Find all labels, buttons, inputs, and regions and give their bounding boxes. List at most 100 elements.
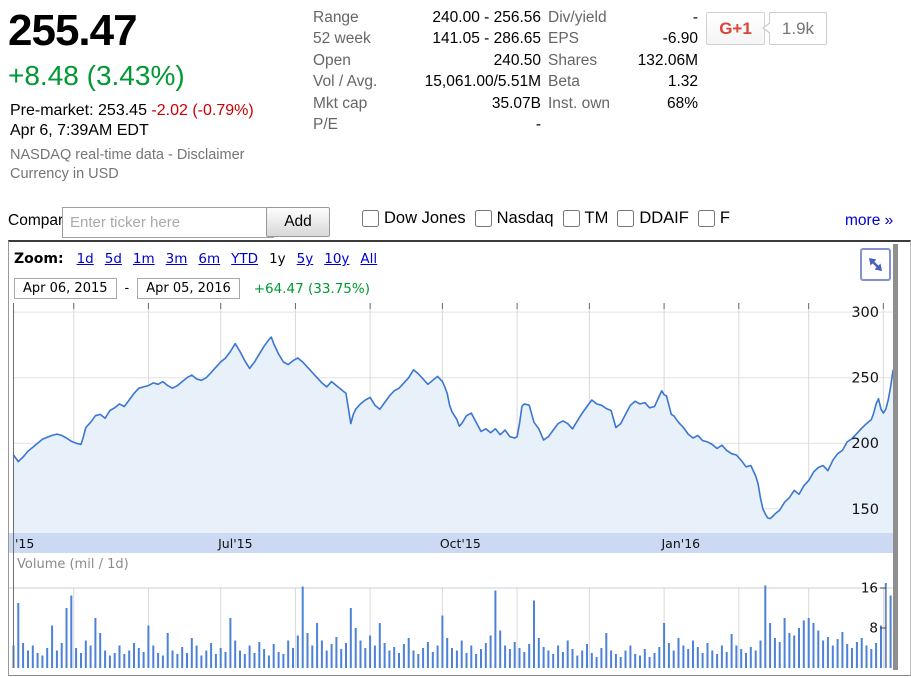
stat-row-volume: Vol / Avg. 15,061.00/5.51M bbox=[313, 72, 541, 94]
stat-row-shares: Shares 132.06M bbox=[548, 50, 698, 72]
stat-label: Beta bbox=[548, 73, 580, 91]
checkbox-label: Dow Jones bbox=[384, 209, 466, 227]
svg-text:Jul'15: Jul'15 bbox=[217, 536, 252, 551]
svg-text:16: 16 bbox=[861, 581, 878, 597]
source-text: NASDAQ real-time data - bbox=[10, 147, 177, 163]
ddaif-checkbox[interactable] bbox=[617, 210, 635, 227]
chart-vertical-scrollbar[interactable] bbox=[893, 244, 898, 670]
compare-option-tm[interactable]: TM bbox=[562, 209, 609, 228]
f-checkbox[interactable] bbox=[697, 210, 715, 227]
zoom-range-5y[interactable]: 5y bbox=[296, 251, 314, 267]
svg-text:200: 200 bbox=[851, 436, 879, 452]
price-change: +8.48 (3.43%) bbox=[8, 60, 185, 91]
svg-text:150: 150 bbox=[851, 502, 879, 518]
svg-text:300: 300 bbox=[851, 305, 879, 321]
stat-value: 68% bbox=[666, 94, 698, 112]
more-link[interactable]: more » bbox=[845, 212, 894, 229]
data-source-note: NASDAQ real-time data - Disclaimer bbox=[10, 147, 244, 163]
stat-row-divyield: Div/yield - bbox=[548, 7, 698, 29]
checkbox-label: Nasdaq bbox=[496, 209, 554, 227]
zoom-range-all[interactable]: All bbox=[360, 251, 378, 267]
stat-value: 132.06M bbox=[637, 51, 698, 69]
stat-label: Inst. own bbox=[548, 94, 611, 112]
stat-value: 15,061.00/5.51M bbox=[424, 73, 541, 91]
stat-label: Range bbox=[313, 8, 359, 26]
disclaimer-link[interactable]: Disclaimer bbox=[176, 147, 245, 163]
stat-row-eps: EPS -6.90 bbox=[548, 29, 698, 51]
compare-option-dow-jones[interactable]: Dow Jones bbox=[362, 209, 466, 228]
stat-value: - bbox=[535, 116, 541, 134]
period-change: +64.47 (33.75%) bbox=[253, 280, 370, 297]
nasdaq-checkbox[interactable] bbox=[474, 210, 492, 227]
stat-label: Open bbox=[313, 51, 351, 69]
stat-value: 240.50 bbox=[493, 51, 541, 69]
stat-value: 240.00 - 256.56 bbox=[432, 8, 541, 26]
stat-value: -6.90 bbox=[662, 30, 698, 48]
stat-row-mktcap: Mkt cap 35.07B bbox=[313, 93, 541, 115]
tm-checkbox[interactable] bbox=[562, 210, 580, 227]
resize-chart-button[interactable] bbox=[860, 248, 891, 281]
price-volume-chart[interactable]: '15 Jul'15 Oct'15 Jan'16 150 200 250 300 8 16 bbox=[9, 301, 908, 671]
compare-bar: Compare: Add Dow Jones Nasdaq TM DDAIF F… bbox=[0, 205, 911, 240]
zoom-range-1m[interactable]: 1m bbox=[132, 251, 155, 267]
quote-datetime: Apr 6, 7:39AM EDT bbox=[10, 122, 149, 139]
date-range-controls: Apr 06, 2015 - Apr 05, 2016 +64.47 (33.7… bbox=[14, 278, 370, 299]
premarket-change: -2.02 (-0.79%) bbox=[151, 102, 254, 119]
zoom-range-6m[interactable]: 6m bbox=[198, 251, 221, 267]
zoom-range-10y[interactable]: 10y bbox=[324, 251, 350, 267]
svg-text:Oct'15: Oct'15 bbox=[440, 536, 481, 551]
zoom-range-1y-selected[interactable]: 1y bbox=[269, 251, 286, 267]
stat-value: - bbox=[692, 8, 698, 26]
stat-row-range: Range 240.00 - 256.56 bbox=[313, 7, 541, 29]
stat-row-instown: Inst. own 68% bbox=[548, 93, 698, 115]
stat-row-pe: P/E - bbox=[313, 115, 541, 137]
zoom-range-3m[interactable]: 3m bbox=[165, 251, 188, 267]
stat-label: Shares bbox=[548, 51, 598, 69]
gplus-label: G+1 bbox=[719, 18, 752, 38]
compare-label: Compare: bbox=[8, 212, 77, 229]
compare-option-ddaif[interactable]: DDAIF bbox=[617, 209, 689, 228]
svg-text:'15: '15 bbox=[15, 536, 34, 551]
dow-jones-checkbox[interactable] bbox=[362, 210, 379, 227]
bubble-tail-icon bbox=[764, 23, 771, 33]
compare-option-nasdaq[interactable]: Nasdaq bbox=[474, 209, 554, 228]
svg-text:Jan'16: Jan'16 bbox=[660, 536, 700, 551]
diagonal-resize-icon bbox=[869, 258, 882, 271]
zoom-range-1d[interactable]: 1d bbox=[76, 251, 94, 267]
compare-options: Dow Jones Nasdaq TM DDAIF F bbox=[362, 209, 730, 228]
premarket-label: Pre-market: bbox=[10, 102, 94, 119]
zoom-controls: Zoom: 1d 5d 1m 3m 6m YTD 1y 5y 10y All bbox=[14, 251, 377, 267]
start-date-input[interactable]: Apr 06, 2015 bbox=[14, 278, 117, 299]
checkbox-label: F bbox=[719, 209, 730, 227]
stat-label: Div/yield bbox=[548, 8, 607, 26]
checkbox-label: TM bbox=[584, 209, 609, 227]
last-price: 255.47 bbox=[8, 6, 138, 55]
stat-label: P/E bbox=[313, 116, 338, 134]
stat-row-beta: Beta 1.32 bbox=[548, 72, 698, 94]
premarket-line: Pre-market: 253.45 -2.02 (-0.79%) bbox=[10, 102, 254, 120]
google-plus-one-button[interactable]: G+1 bbox=[706, 12, 765, 45]
compare-option-f[interactable]: F bbox=[697, 209, 730, 228]
svg-text:250: 250 bbox=[851, 371, 879, 387]
zoom-range-ytd[interactable]: YTD bbox=[231, 251, 259, 267]
checkbox-label: DDAIF bbox=[639, 209, 689, 227]
plus-one-count: 1.9k bbox=[781, 18, 815, 38]
key-stats-left: Range 240.00 - 256.56 52 week 141.05 - 286… bbox=[313, 7, 541, 136]
stat-row-open: Open 240.50 bbox=[313, 50, 541, 72]
currency-note: Currency in USD bbox=[10, 166, 119, 182]
add-button[interactable]: Add bbox=[266, 207, 330, 237]
zoom-range-5d[interactable]: 5d bbox=[104, 251, 122, 267]
stat-label: EPS bbox=[548, 30, 580, 48]
stat-label: 52 week bbox=[313, 30, 371, 48]
key-stats-right: Div/yield - EPS -6.90 Shares 132.06M Beta 1.… bbox=[548, 7, 698, 115]
date-separator: - bbox=[124, 281, 130, 296]
stat-value: 1.32 bbox=[667, 73, 698, 91]
chart-panel: Zoom: 1d 5d 1m 3m 6m YTD 1y 5y 10y All A… bbox=[8, 240, 911, 676]
stat-row-52week: 52 week 141.05 - 286.65 bbox=[313, 29, 541, 51]
ticker-input[interactable] bbox=[62, 207, 274, 238]
end-date-input[interactable]: Apr 05, 2016 bbox=[137, 278, 240, 299]
stat-value: 35.07B bbox=[491, 94, 541, 112]
stat-value: 141.05 - 286.65 bbox=[432, 30, 541, 48]
stat-label: Vol / Avg. bbox=[313, 73, 378, 91]
